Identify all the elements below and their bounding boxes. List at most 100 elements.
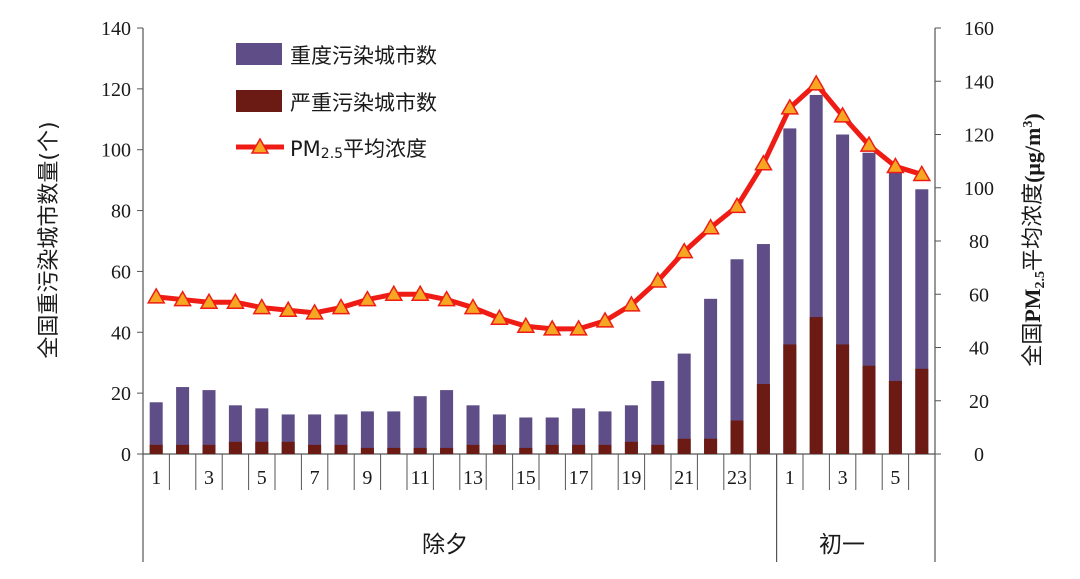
left-tick-label: 80 <box>111 201 131 223</box>
bar-heavy <box>334 414 348 454</box>
x-tick-label: 19 <box>621 467 641 489</box>
bar-severe <box>387 447 401 454</box>
pm25-marker <box>358 290 377 307</box>
pm25-marker <box>701 218 720 235</box>
pm25-marker <box>173 290 192 307</box>
bar-heavy <box>730 259 744 454</box>
x-tick-label: 5 <box>257 467 267 489</box>
group-label-day1: 初一 <box>819 532 865 558</box>
bar-severe <box>677 438 691 454</box>
bar-heavy <box>651 380 665 454</box>
bar-severe <box>809 317 823 454</box>
pm25-marker <box>595 311 615 328</box>
bar-heavy <box>149 402 163 454</box>
bar-severe <box>651 444 665 454</box>
bar-severe <box>915 368 929 454</box>
legend-label-severe: 重度污染城市数 <box>290 44 437 68</box>
bar-heavy <box>308 414 322 454</box>
left-tick-label: 100 <box>101 140 131 162</box>
bar-severe <box>176 444 190 454</box>
x-tick-label: 1 <box>785 467 795 489</box>
bar-heavy <box>519 417 533 454</box>
pm25-marker <box>146 287 166 304</box>
left-tick-label: 120 <box>101 79 131 101</box>
axes-group <box>137 27 941 562</box>
pm25-marker <box>833 106 852 123</box>
bar-severe <box>492 444 506 454</box>
left-tick-label: 140 <box>101 18 131 40</box>
pm25-marker <box>516 316 536 333</box>
group-label-eve: 除夕 <box>422 532 468 558</box>
left-tick-label: 0 <box>121 444 131 466</box>
x-tick-label: 3 <box>204 467 214 489</box>
bar-heavy <box>202 390 216 454</box>
bar-severe <box>149 444 163 454</box>
bar-heavy <box>440 390 454 454</box>
bar-severe <box>783 344 797 454</box>
bar-heavy <box>413 396 427 454</box>
pm25-marker <box>437 290 456 307</box>
legend-marker-pm25 <box>250 137 270 154</box>
x-tick-label: 5 <box>890 467 900 489</box>
bar-heavy <box>704 298 718 454</box>
right-tick-label: 160 <box>964 18 994 40</box>
bar-severe <box>598 444 612 454</box>
x-tick-label: 3 <box>838 467 848 489</box>
pm25-marker <box>859 135 879 152</box>
bar-severe <box>228 441 242 454</box>
bar-severe <box>888 380 902 454</box>
x-tick-label: 7 <box>310 467 320 489</box>
bar-severe <box>466 444 480 454</box>
pm25-marker <box>754 154 773 171</box>
bar-severe <box>334 444 348 454</box>
bar-severe <box>413 447 427 454</box>
x-tick-label: 1 <box>151 467 161 489</box>
x-tick-label: 23 <box>727 467 747 489</box>
x-tick-label: 13 <box>463 467 483 489</box>
bar-severe <box>440 447 454 454</box>
pm25-marker <box>674 242 694 259</box>
bar-severe <box>202 444 216 454</box>
pm25-marker <box>305 303 324 320</box>
bar-severe <box>281 441 295 454</box>
right-tick-label: 0 <box>974 444 984 466</box>
bar-heavy <box>466 405 480 454</box>
pm25-marker <box>490 308 509 325</box>
bar-heavy <box>176 387 190 454</box>
x-tick-label: 11 <box>411 467 430 489</box>
bar-heavy <box>572 408 586 454</box>
bar-heavy <box>387 411 401 454</box>
x-tick-label: 9 <box>362 467 372 489</box>
right-tick-label: 140 <box>964 71 994 93</box>
pm25-marker <box>806 74 826 91</box>
pm25-marker <box>278 300 298 317</box>
bar-heavy <box>598 411 612 454</box>
left-tick-label: 60 <box>111 261 131 283</box>
pm25-marker <box>542 319 562 336</box>
right-tick-label: 120 <box>964 125 994 147</box>
legend-label-serious: 严重污染城市数 <box>290 91 437 115</box>
legend: 重度污染城市数 严重污染城市数 PM2.5平均浓度 <box>236 43 437 162</box>
bar-severe <box>360 447 374 454</box>
pm25-marker <box>463 298 483 315</box>
pm25-marker <box>886 156 905 174</box>
pm25-marker <box>252 298 272 315</box>
x-tick-label: 15 <box>516 467 536 489</box>
ticks-group: 0 20 40 60 80 100 120 140 0 20 40 60 80 100 120 140 160 1… <box>101 18 994 489</box>
left-tick-label: 20 <box>111 383 131 405</box>
legend-label-pm25: PM2.5平均浓度 <box>290 137 427 162</box>
bar-heavy <box>677 353 691 454</box>
bar-severe <box>624 441 638 454</box>
left-axis-title: 全国重污染城市数量(个) <box>37 121 62 358</box>
x-tick-label: 21 <box>674 467 694 489</box>
pm25-marker <box>569 319 588 336</box>
right-tick-label: 100 <box>964 178 994 200</box>
bar-severe <box>704 438 718 454</box>
bar-severe <box>255 441 269 454</box>
pm25-marker <box>780 98 800 115</box>
bar-severe <box>862 365 876 454</box>
pm25-marker <box>331 298 351 315</box>
x-tick-label: 17 <box>569 467 589 489</box>
right-tick-label: 20 <box>969 391 989 413</box>
legend-swatch-severe <box>236 43 282 65</box>
